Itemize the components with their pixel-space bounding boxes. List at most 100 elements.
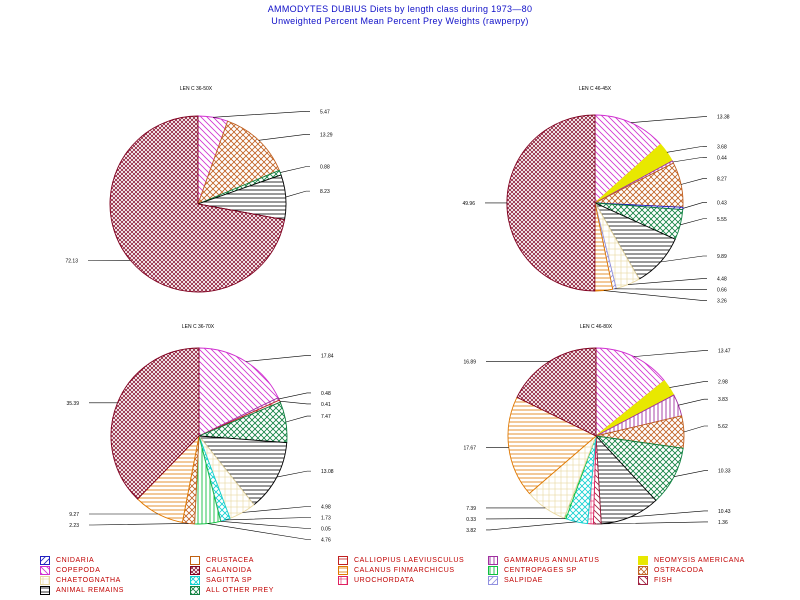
slice-value-label: 16.89 xyxy=(463,359,476,365)
hatch-swatch xyxy=(488,566,498,575)
leader-line xyxy=(225,517,311,521)
pie-title: LEN C 46-45X xyxy=(579,86,612,92)
leader-line xyxy=(627,278,707,285)
leader-line xyxy=(603,290,707,301)
leader-line xyxy=(680,218,707,226)
slice-value-label: 8.23 xyxy=(320,189,330,195)
slice-value-label: 17.84 xyxy=(321,353,334,359)
pie-title: LEN C 36-70X xyxy=(182,324,215,330)
leader-line xyxy=(486,521,577,531)
leader-line xyxy=(242,506,311,513)
legend-label: SAGITTA SP xyxy=(206,577,253,584)
pie-slice-copepoda xyxy=(198,347,279,437)
leader-line xyxy=(672,156,707,163)
legend-label: SALPIDAE xyxy=(504,577,544,584)
leader-line xyxy=(678,398,708,406)
leader-line xyxy=(682,202,707,209)
leader-line xyxy=(220,521,311,529)
slice-value-label: 2.23 xyxy=(69,523,79,529)
slice-value-label: 0.88 xyxy=(320,165,330,171)
leader-line xyxy=(279,400,311,405)
slice-value-label: 10.33 xyxy=(718,469,731,475)
leader-line xyxy=(680,178,707,185)
leader-line xyxy=(673,470,708,477)
leader-line xyxy=(614,288,707,290)
leader-line xyxy=(207,523,311,540)
slice-value-label: 0.48 xyxy=(321,391,331,397)
hatch-swatch xyxy=(638,566,648,575)
pie-slice-ostracoda xyxy=(197,120,280,205)
legend-label: CALLIOPIUS LAEVIUSCULUS xyxy=(354,557,465,564)
slice-value-label: 7.47 xyxy=(321,414,331,420)
leader-line xyxy=(285,415,311,423)
slice-value-label: 0.05 xyxy=(321,526,331,532)
slice-value-label: 0.41 xyxy=(321,402,331,408)
slice-value-label: 5.55 xyxy=(717,217,727,223)
pie-title: LEN C 46-80X xyxy=(580,324,613,330)
slice-value-label: 13.47 xyxy=(718,349,731,355)
hatch-swatch xyxy=(488,576,498,585)
legend-label: CNIDARIA xyxy=(56,557,95,564)
slice-value-label: 35.39 xyxy=(66,401,79,407)
hatch-swatch xyxy=(190,586,200,595)
slice-value-label: 49.96 xyxy=(462,201,475,207)
slice-value-label: 4.76 xyxy=(321,537,331,543)
slice-value-label: 13.29 xyxy=(320,132,333,138)
leader-line xyxy=(633,350,708,357)
solid-swatch xyxy=(638,556,648,565)
hatch-swatch xyxy=(338,556,348,565)
pie-title: LEN C 36-50X xyxy=(180,86,213,92)
hatch-swatch xyxy=(638,576,648,585)
slice-value-label: 5.47 xyxy=(320,109,330,115)
hatch-swatch xyxy=(40,566,50,575)
legend-label: CRUSTACEA xyxy=(206,557,255,564)
legend-label: ANIMAL REMAINS xyxy=(56,587,125,594)
legend-label: CALANOIDA xyxy=(206,567,252,574)
legend-label: UROCHORDATA xyxy=(354,577,415,584)
slice-value-label: 72.13 xyxy=(65,258,78,264)
slice-value-label: 8.27 xyxy=(717,177,727,183)
hatch-swatch xyxy=(40,586,50,595)
slice-value-label: 7.39 xyxy=(466,506,476,512)
leader-line xyxy=(258,133,310,141)
slice-value-label: 3.82 xyxy=(466,528,476,534)
slice-value-label: 1.73 xyxy=(321,515,331,521)
legend-label: CHAETOGNATHA xyxy=(56,577,121,584)
slice-value-label: 3.83 xyxy=(718,397,728,403)
slice-value-label: 3.26 xyxy=(717,299,727,305)
pie-slice-animal_remains xyxy=(198,435,288,506)
chart-title: AMMODYTES DUBIUS Diets by length class d… xyxy=(267,4,533,14)
leader-line xyxy=(683,425,708,433)
legend-label: CENTROPAGES SP xyxy=(504,567,577,574)
leader-line xyxy=(245,355,311,362)
legend: CNIDARIA CRUSTACEA CALLIOPIUS LAEVIUSCULUS… xyxy=(40,556,800,596)
slice-value-label: 0.66 xyxy=(717,288,727,294)
legend-label: GAMMARUS ANNULATUS xyxy=(504,557,600,564)
hatch-swatch xyxy=(338,566,348,575)
pie-slice-calanoida xyxy=(506,114,596,292)
slice-value-label: 4.48 xyxy=(717,277,727,283)
slice-value-label: 17.67 xyxy=(463,445,476,451)
leader-line xyxy=(669,381,708,388)
leader-line xyxy=(597,521,708,525)
legend-label: OSTRACODA xyxy=(654,567,704,574)
slice-value-label: 0.33 xyxy=(466,517,476,523)
slice-value-label: 5.62 xyxy=(718,424,728,430)
pie-chart-4: LEN C 46-80X 13.47 2.98 3.83 5.62 10.33 10.43 1… xyxy=(463,324,730,534)
hatch-swatch xyxy=(190,556,200,565)
slice-value-label: 1.36 xyxy=(718,520,728,526)
legend-label: NEOMYSIS AMERICANA xyxy=(654,557,745,564)
hatch-swatch xyxy=(190,576,200,585)
slice-value-label: 4.98 xyxy=(321,504,331,510)
slice-value-label: 13.38 xyxy=(717,115,730,121)
leader-line xyxy=(276,470,311,478)
pie-chart-1: LEN C 36-50X 5.47 13.29 0.88 8.23 72.13 xyxy=(65,86,333,293)
leader-line xyxy=(630,116,707,123)
hatch-swatch xyxy=(40,576,50,585)
leader-line xyxy=(285,190,310,198)
slice-value-label: 9.89 xyxy=(717,254,727,260)
slice-value-label: 0.44 xyxy=(717,155,727,161)
pie-slice-calanoida xyxy=(109,115,286,293)
slice-value-label: 3.68 xyxy=(717,144,727,150)
